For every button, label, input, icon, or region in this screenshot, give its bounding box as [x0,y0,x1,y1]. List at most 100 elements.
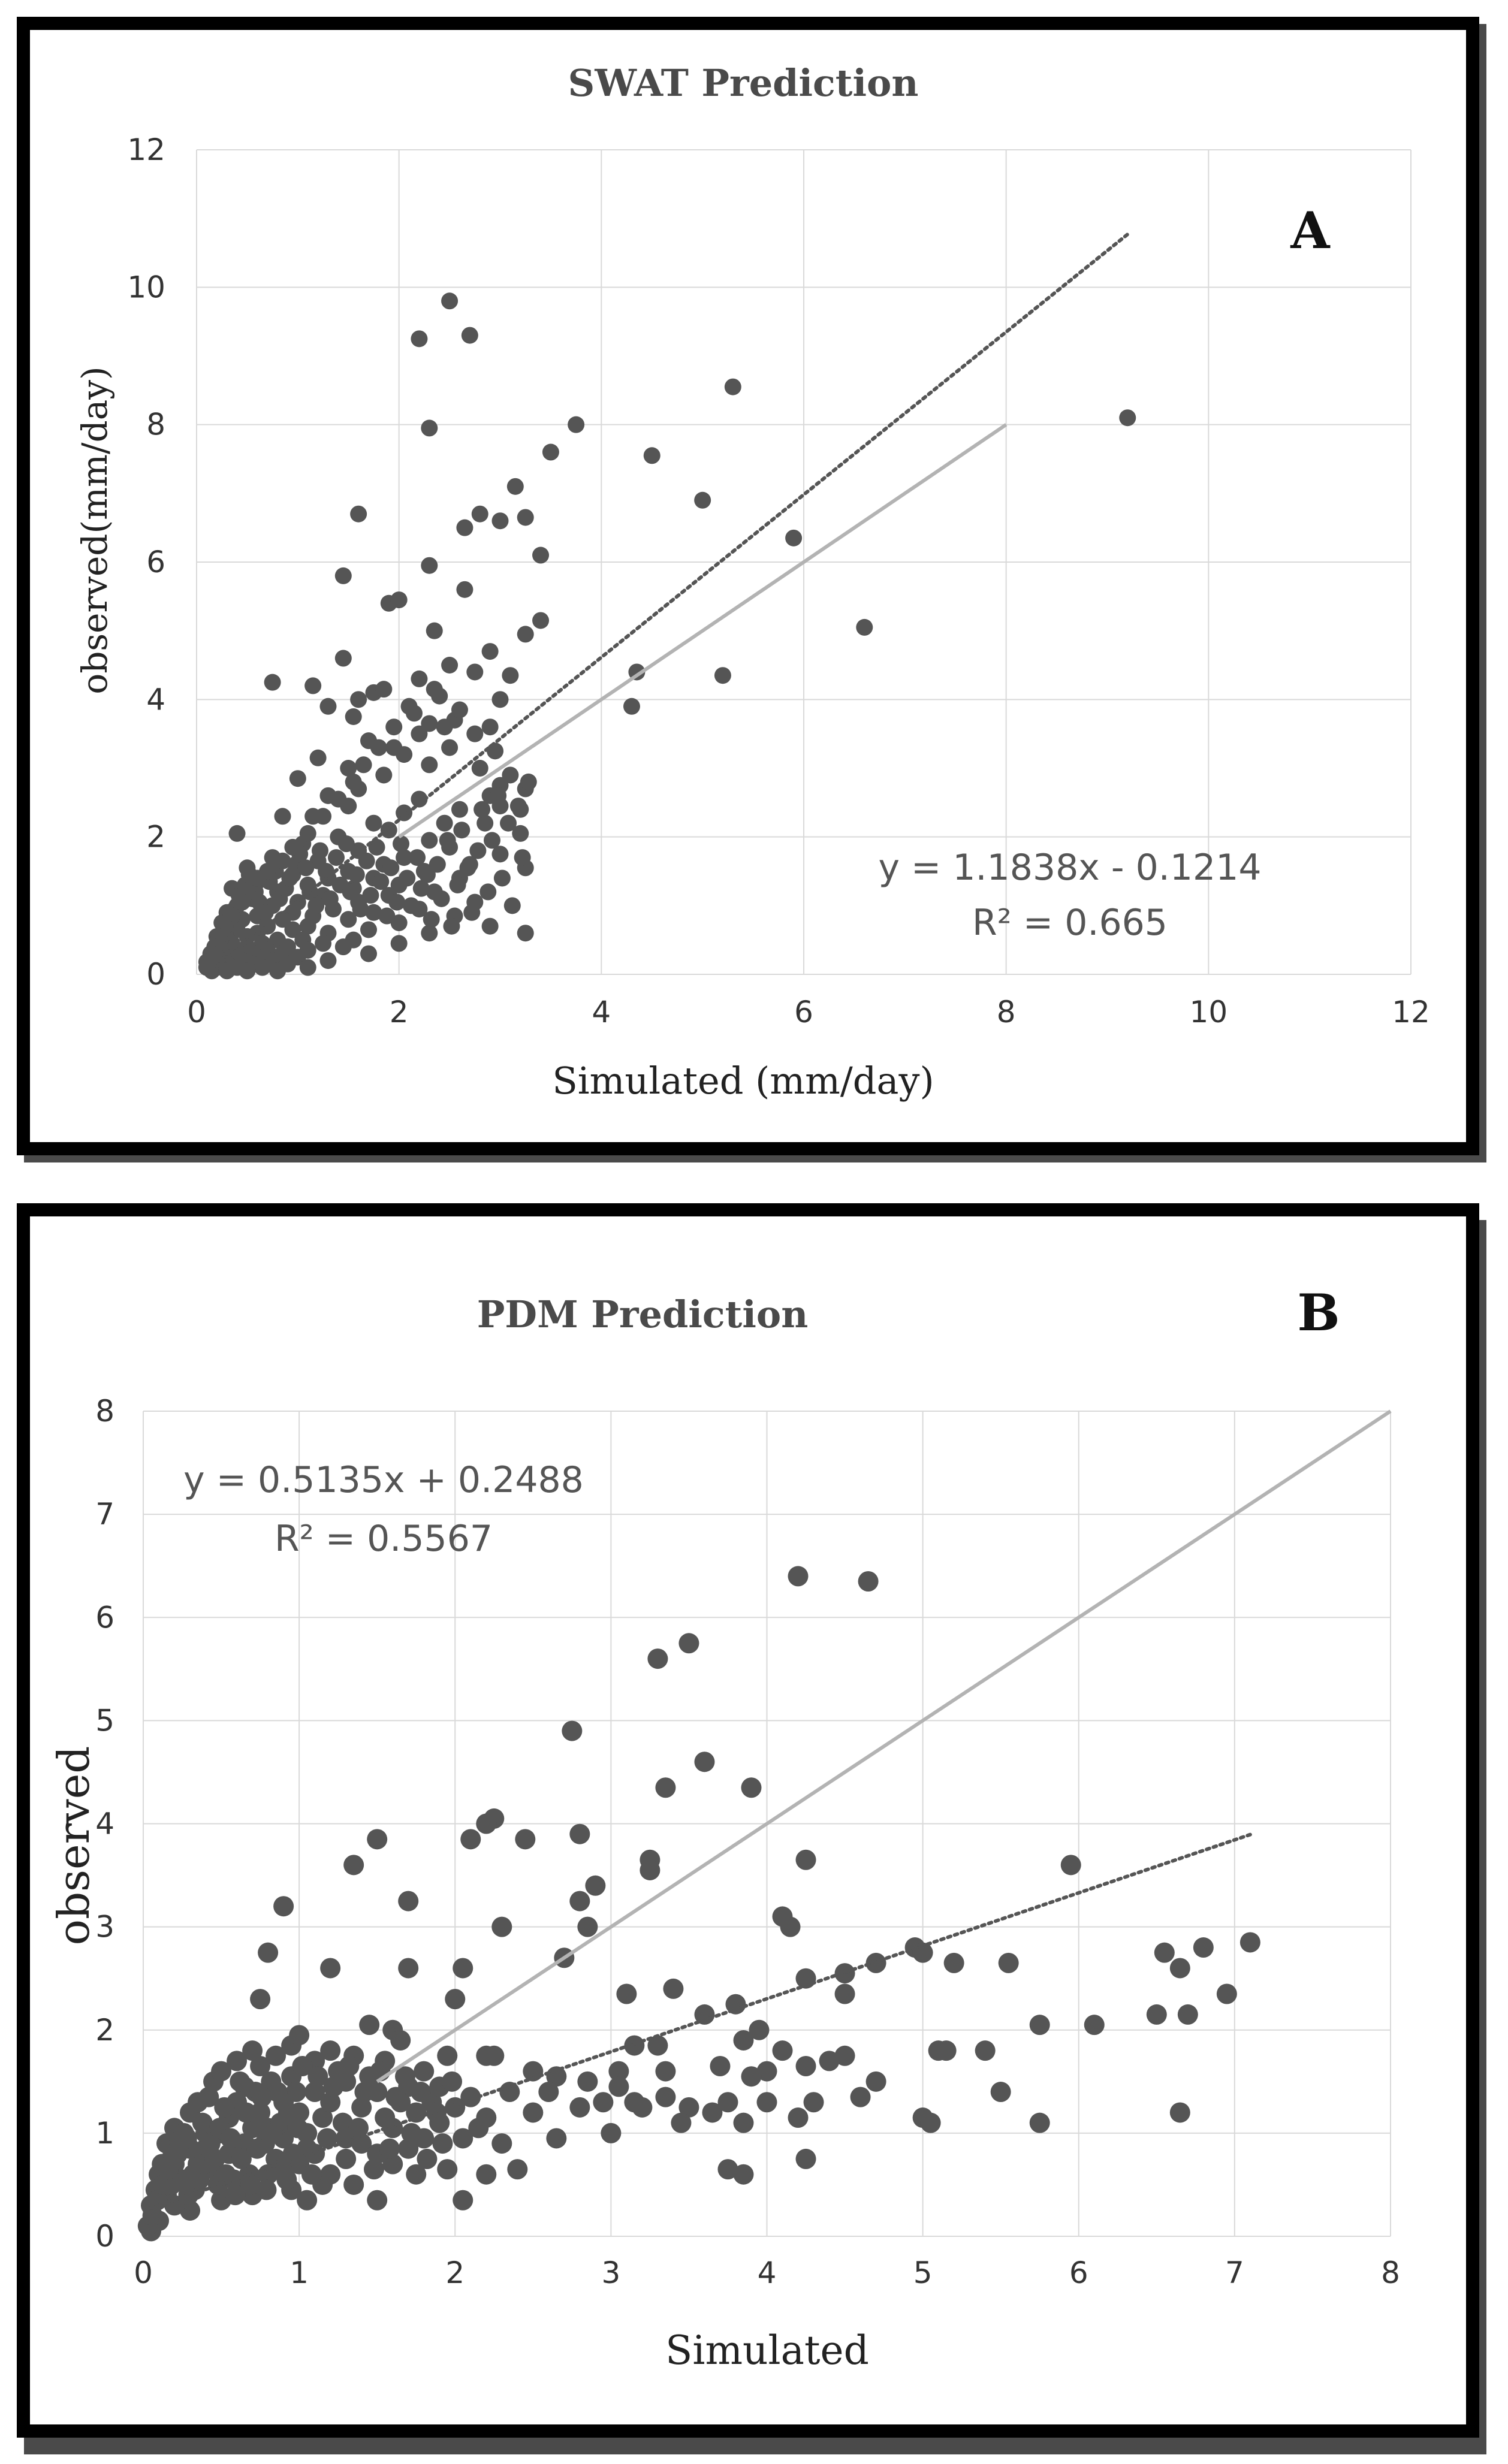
data-point [395,2066,416,2087]
data-point [200,2133,221,2154]
data-point [507,2159,528,2180]
data-point [1239,1932,1260,1953]
data-point [481,643,499,660]
data-point [173,2122,194,2143]
scatter-plot-b: 0 1 2 3 4 5 6 7 8 0 1 2 3 4 5 6 7 8 [95,1394,1400,2290]
data-point [990,2082,1011,2103]
data-point [240,2174,261,2195]
data-point [211,2061,232,2082]
data-point [402,897,420,914]
x-tick-label: 4 [592,995,611,1029]
data-point [453,1958,473,1979]
data-point [351,2097,372,2118]
data-point [1154,1942,1175,1963]
data-point [678,1633,699,1654]
data-point [671,2112,692,2133]
data-point [227,2051,248,2072]
data-point [343,1855,364,1876]
data-point [273,1896,294,1917]
data-point [370,739,387,756]
data-point [411,790,428,808]
data-point [655,2086,676,2107]
x-axis-label-a: Simulated (mm/day) [552,1059,934,1103]
data-point [399,869,416,887]
data-point [281,869,298,887]
data-point [246,2138,267,2159]
data-point [257,904,274,921]
data-point [289,2025,310,2046]
data-point [456,519,473,536]
data-point [850,2086,871,2107]
data-point [274,852,291,869]
data-point [342,883,359,901]
data-point [411,670,428,687]
data-point [345,773,362,790]
data-point [577,1916,598,1937]
data-point [865,2071,886,2092]
data-point [256,2179,277,2200]
data-point [975,2040,996,2061]
y-tick-label: 2 [146,820,165,854]
data-point [663,1978,684,1999]
data-point [228,825,246,842]
data-point [459,859,476,877]
panel-letter-a: A [1290,201,1331,260]
data-point [336,2148,357,2169]
data-point [834,1983,855,2004]
trend-line [149,1832,1252,2210]
data-point [640,1859,660,1880]
data-point [432,2133,453,2154]
data-point [269,962,286,980]
data-point [334,938,352,956]
data-point [218,962,236,980]
data-point [220,2128,241,2149]
data-point [481,917,499,935]
data-point [569,1891,590,1912]
data-point [398,1891,419,1912]
y-tick-label: 8 [95,1394,114,1429]
data-point [214,2097,235,2118]
data-point [236,2102,257,2123]
x-tick-label: 2 [445,2255,465,2290]
data-point [375,766,393,784]
y-tick-label: 6 [95,1600,114,1635]
data-point [749,2019,770,2040]
data-point [412,880,430,897]
data-point [239,962,256,980]
data-point [198,959,215,976]
x-tick-label: 12 [1392,995,1430,1029]
x-tick-label: 8 [997,995,1016,1029]
data-point [523,2102,544,2123]
data-point [608,2076,629,2097]
x-tick-label: 10 [1190,995,1228,1029]
data-point [694,491,711,509]
r-squared-a: R² = 0.665 [972,902,1168,944]
data-point [453,2128,473,2149]
data-point [562,1720,583,1741]
data-point [284,921,301,938]
data-point [1177,2004,1198,2025]
data-point [365,814,382,832]
data-point [694,1752,715,1772]
x-tick-label: 6 [1069,2255,1088,2290]
data-point [601,2122,622,2143]
data-point [307,2066,328,2087]
data-point [192,2112,213,2133]
y-tick-label: 0 [146,957,165,992]
data-point [568,416,585,433]
data-point [437,2045,458,2066]
y-tick-label: 6 [146,545,165,579]
data-point [733,2164,754,2185]
data-point [375,2107,396,2128]
y-tick-label: 4 [146,682,165,717]
data-point [483,832,500,849]
data-point [655,2061,676,2082]
data-point [285,2082,306,2103]
data-point [320,2092,341,2113]
data-point [334,567,352,584]
equation-b: y = 0.5135x + 0.2488 [183,1459,584,1501]
data-point [724,378,741,395]
data-point [493,869,511,887]
data-point [788,2107,809,2128]
